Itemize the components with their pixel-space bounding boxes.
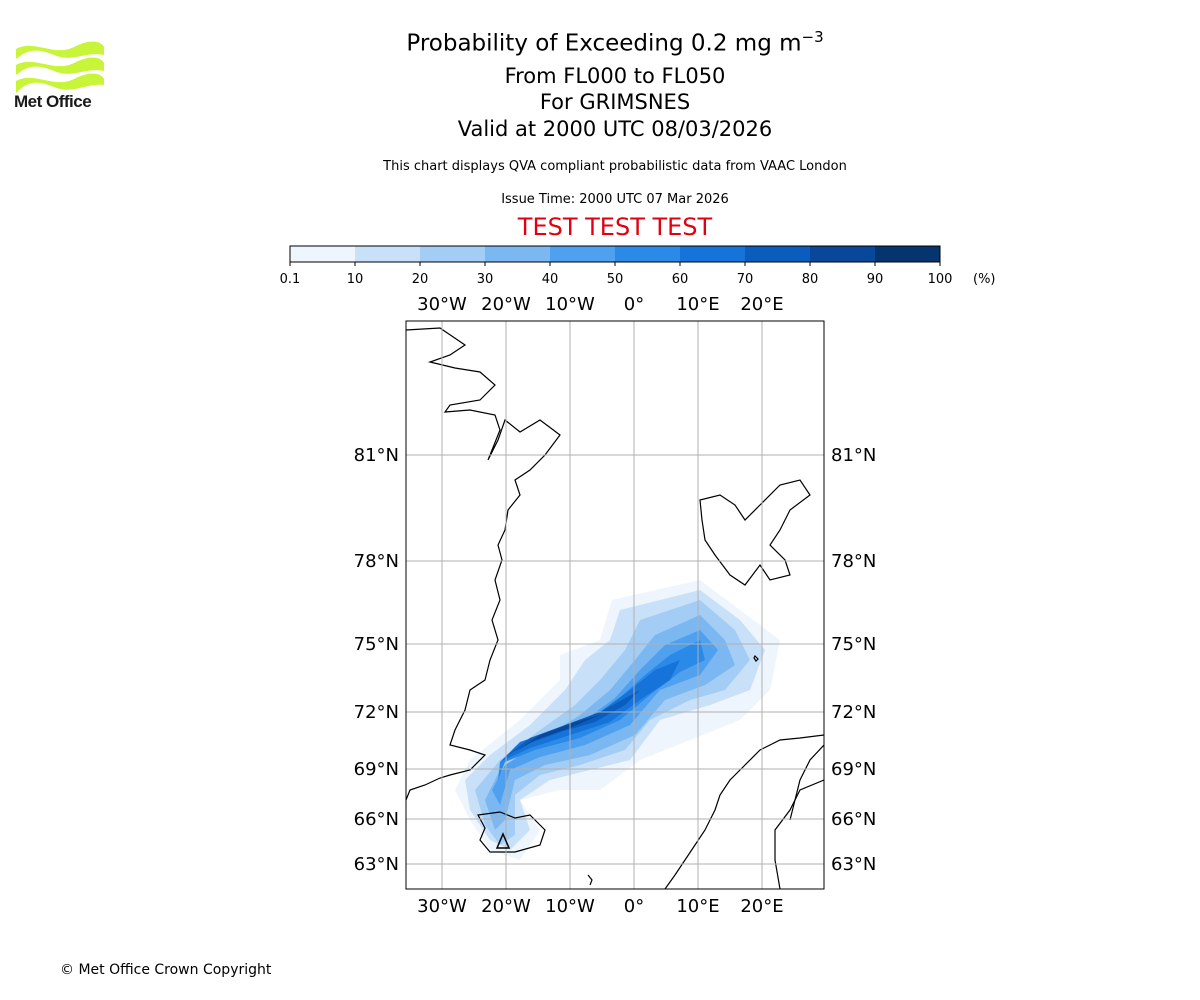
lat-label: 75°N	[354, 634, 399, 655]
lon-label: 20°E	[740, 896, 783, 917]
map-frame	[405, 320, 825, 890]
lon-label: 20°E	[740, 294, 783, 315]
map-area	[406, 321, 824, 889]
lon-label: 20°W	[481, 294, 531, 315]
lat-label: 78°N	[354, 551, 399, 572]
lat-labels-left: 81°N 78°N 75°N 72°N 69°N 66°N 63°N	[354, 445, 399, 875]
colorbar-unit: (%)	[973, 272, 996, 287]
lat-label: 72°N	[354, 702, 399, 723]
colorbar-tick-label: 10	[347, 272, 364, 287]
lon-label: 10°E	[676, 896, 719, 917]
chart-title: Probability of Exceeding 0.2 mg m−3	[406, 28, 824, 57]
lat-labels-right: 81°N 78°N 75°N 72°N 69°N 66°N 63°N	[831, 445, 876, 875]
valid-time: Valid at 2000 UTC 08/03/2026	[457, 117, 773, 141]
colorbar-tick-label: 80	[802, 272, 819, 287]
lat-label: 75°N	[831, 634, 876, 655]
colorbar-segment	[485, 246, 550, 262]
copyright-notice: © Met Office Crown Copyright	[60, 962, 272, 978]
flight-level-range: From FL000 to FL050	[504, 64, 726, 88]
met-office-logo-icon	[16, 41, 104, 93]
colorbar-tick-label: 90	[867, 272, 884, 287]
colorbar-tick-label: 30	[477, 272, 494, 287]
colorbar-tick-label: 0.1	[280, 272, 301, 287]
lon-label: 20°W	[481, 896, 531, 917]
volcano-name: For GRIMSNES	[539, 90, 691, 114]
lon-label: 10°W	[545, 294, 595, 315]
colorbar-segment	[355, 246, 420, 262]
lon-label: 0°	[624, 294, 644, 315]
ash-plume	[455, 580, 780, 860]
lat-label: 66°N	[831, 809, 876, 830]
colorbar-segment	[745, 246, 810, 262]
colorbar-segment	[680, 246, 745, 262]
lon-label: 10°E	[676, 294, 719, 315]
lon-label: 30°W	[417, 896, 467, 917]
colorbar-segment	[810, 246, 875, 262]
lat-label: 81°N	[354, 445, 399, 466]
issue-time: Issue Time: 2000 UTC 07 Mar 2026	[501, 192, 729, 207]
colorbar-tick-label: 70	[737, 272, 754, 287]
lat-label: 69°N	[354, 759, 399, 780]
colorbar-tick-label: 100	[928, 272, 953, 287]
lon-labels-bottom: 30°W 20°W 10°W 0° 10°E 20°E	[417, 896, 783, 917]
colorbar-segment	[875, 246, 940, 262]
graticule	[406, 321, 824, 889]
colorbar-segment	[420, 246, 485, 262]
colorbar: 0.1 10 20 30 40 50 60 70 80 90 100 (%)	[280, 245, 996, 287]
coastlines	[406, 327, 824, 889]
lon-labels-top: 30°W 20°W 10°W 0° 10°E 20°E	[417, 294, 783, 315]
colorbar-segment	[290, 246, 355, 262]
lat-label: 69°N	[831, 759, 876, 780]
colorbar-tick-label: 60	[672, 272, 689, 287]
colorbar-segment	[615, 246, 680, 262]
volcano-marker-icon	[495, 832, 511, 849]
colorbar-tick-label: 40	[542, 272, 559, 287]
lat-label: 78°N	[831, 551, 876, 572]
subtitle: This chart displays QVA compliant probab…	[383, 159, 847, 174]
met-office-logo-text: Met Office	[14, 92, 92, 111]
lat-label: 72°N	[831, 702, 876, 723]
colorbar-tick-label: 50	[607, 272, 624, 287]
test-banner: TEST TEST TEST	[517, 213, 713, 241]
lat-label: 81°N	[831, 445, 876, 466]
lon-label: 30°W	[417, 294, 467, 315]
lat-label: 63°N	[354, 854, 399, 875]
colorbar-segment	[550, 246, 615, 262]
lon-label: 0°	[624, 896, 644, 917]
lat-label: 66°N	[354, 809, 399, 830]
lat-label: 63°N	[831, 854, 876, 875]
colorbar-tick-label: 20	[412, 272, 429, 287]
lon-label: 10°W	[545, 896, 595, 917]
